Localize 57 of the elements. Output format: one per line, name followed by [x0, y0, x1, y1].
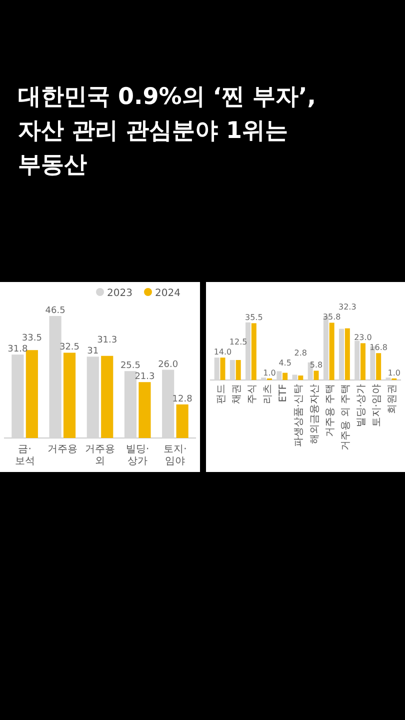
data-label: 31.8 — [8, 344, 28, 355]
data-label: 12.8 — [172, 394, 193, 404]
bar — [376, 353, 382, 380]
bar — [360, 343, 366, 380]
bar — [251, 323, 256, 380]
bar — [236, 360, 241, 380]
data-label: 31 — [87, 346, 99, 357]
data-label: 16.8 — [370, 343, 388, 352]
x-tick-label: 토지·임야 — [372, 384, 383, 428]
data-label: 25.5 — [120, 361, 141, 372]
x-tick-label: 토지·임야 — [164, 444, 187, 467]
chart-title: 대한민국 0.9%의 ‘찐 부자’, 자산 관리 관심분야 1위는 부동산 — [18, 84, 316, 178]
data-label: 12.5 — [229, 338, 248, 347]
bar — [63, 352, 76, 438]
bar — [282, 372, 288, 380]
data-label: 35.5 — [245, 313, 263, 322]
data-label: 21.3 — [134, 372, 155, 382]
data-label: 14.0 — [214, 348, 232, 357]
x-tick-label: 펀드 — [216, 384, 227, 404]
x-tick-label: 거주용 외 주택 — [340, 384, 352, 450]
legend-label: 2023 — [107, 288, 132, 299]
x-tick-label: 해외금융자산 — [309, 384, 320, 444]
x-tick-label: 거주용 — [47, 444, 78, 455]
bar — [344, 328, 350, 380]
x-tick-label: 빌딩·상가 — [126, 444, 150, 467]
data-label: 32.5 — [59, 342, 80, 353]
bar — [101, 356, 114, 438]
data-label: 1.0 — [263, 368, 276, 378]
data-label: 46.5 — [45, 306, 66, 316]
x-tick-label: 채권 — [231, 384, 242, 404]
x-tick-label: 파생상품·신탁 — [294, 384, 305, 448]
legend-label: 2024 — [155, 288, 180, 299]
data-label: 26.0 — [158, 360, 178, 370]
x-tick-label: ETF — [278, 384, 290, 402]
data-label: 5.8 — [310, 360, 323, 370]
data-label: 32.3 — [338, 302, 356, 312]
bar — [138, 382, 151, 438]
x-tick-label: 빌딩·상가 — [356, 384, 368, 428]
bar — [26, 350, 38, 438]
bar — [314, 370, 319, 380]
data-label: 31.3 — [97, 336, 118, 346]
data-label: 33.5 — [22, 334, 42, 344]
x-tick-label: 주식 — [246, 384, 258, 404]
data-label: 2.8 — [294, 348, 308, 358]
x-tick-label: 거주용 주택 — [324, 384, 336, 438]
data-label: 23.0 — [354, 333, 372, 342]
bar — [176, 404, 188, 438]
x-tick-label: 리츠 — [262, 384, 274, 404]
x-tick-label: 거주용 외 — [85, 444, 115, 467]
bar — [329, 322, 334, 380]
x-tick-label: 회원권 — [387, 384, 398, 414]
x-tick-label: 금·보석 — [14, 444, 35, 467]
bar — [298, 376, 304, 380]
data-label: 35.8 — [322, 312, 341, 322]
data-label: 1.0 — [388, 368, 401, 378]
bar — [220, 358, 226, 380]
data-label: 4.5 — [278, 358, 292, 368]
